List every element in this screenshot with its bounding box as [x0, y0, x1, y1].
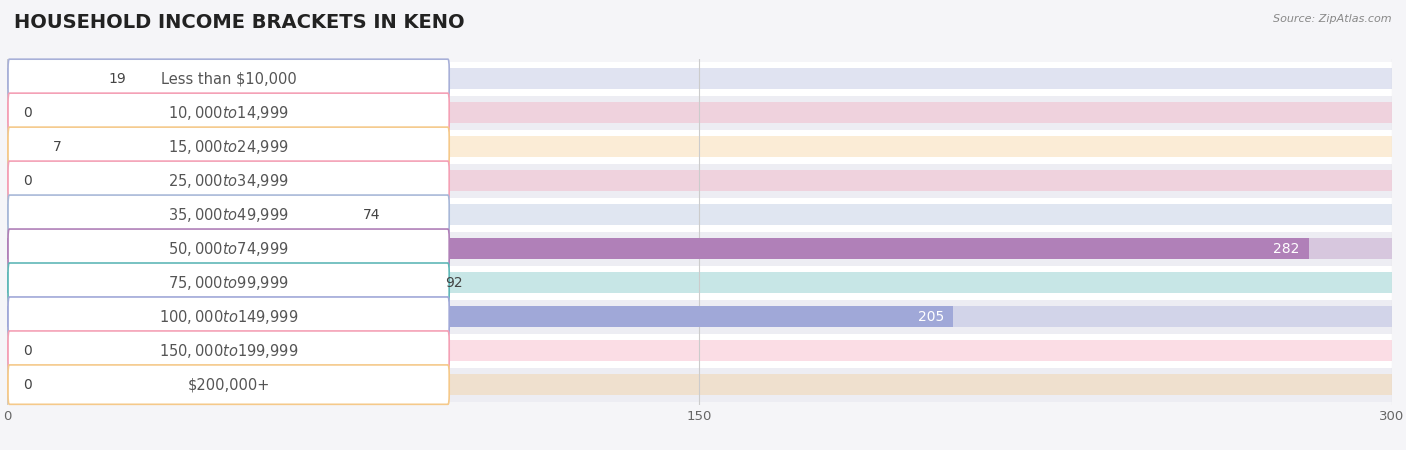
- Bar: [7, 136, 1392, 158]
- Text: 282: 282: [1274, 242, 1299, 256]
- FancyBboxPatch shape: [8, 93, 449, 133]
- Text: $50,000 to $74,999: $50,000 to $74,999: [169, 240, 290, 258]
- Text: 19: 19: [108, 72, 127, 86]
- FancyBboxPatch shape: [8, 365, 449, 404]
- Bar: [7, 136, 39, 158]
- Bar: [7, 340, 1392, 361]
- Bar: [7, 333, 1392, 368]
- Text: Source: ZipAtlas.com: Source: ZipAtlas.com: [1274, 14, 1392, 23]
- Bar: [7, 170, 10, 191]
- Bar: [7, 238, 1392, 259]
- Text: 0: 0: [22, 174, 32, 188]
- Bar: [7, 368, 1392, 401]
- Bar: [7, 306, 1392, 327]
- Bar: [7, 306, 953, 327]
- Bar: [7, 68, 94, 90]
- Bar: [7, 198, 1392, 232]
- Text: Less than $10,000: Less than $10,000: [160, 72, 297, 86]
- Text: $10,000 to $14,999: $10,000 to $14,999: [169, 104, 290, 122]
- Text: 0: 0: [22, 344, 32, 358]
- Bar: [7, 68, 1392, 90]
- Text: $150,000 to $199,999: $150,000 to $199,999: [159, 342, 298, 360]
- Text: 74: 74: [363, 208, 380, 222]
- Text: 7: 7: [53, 140, 62, 154]
- FancyBboxPatch shape: [8, 297, 449, 337]
- Bar: [7, 272, 1392, 293]
- FancyBboxPatch shape: [8, 195, 449, 234]
- Bar: [7, 204, 1392, 225]
- Text: 205: 205: [918, 310, 945, 324]
- Text: $200,000+: $200,000+: [187, 377, 270, 392]
- Bar: [7, 204, 349, 225]
- Text: 92: 92: [446, 276, 463, 290]
- Bar: [7, 170, 1392, 191]
- FancyBboxPatch shape: [8, 59, 449, 99]
- Bar: [7, 272, 432, 293]
- Text: HOUSEHOLD INCOME BRACKETS IN KENO: HOUSEHOLD INCOME BRACKETS IN KENO: [14, 14, 465, 32]
- Text: $35,000 to $49,999: $35,000 to $49,999: [169, 206, 290, 224]
- Text: 0: 0: [22, 106, 32, 120]
- Bar: [7, 238, 1309, 259]
- Text: $75,000 to $99,999: $75,000 to $99,999: [169, 274, 290, 292]
- Text: $100,000 to $149,999: $100,000 to $149,999: [159, 308, 298, 326]
- Bar: [7, 266, 1392, 300]
- Text: $25,000 to $34,999: $25,000 to $34,999: [169, 172, 290, 190]
- Bar: [7, 102, 1392, 123]
- FancyBboxPatch shape: [8, 127, 449, 166]
- FancyBboxPatch shape: [8, 331, 449, 370]
- Bar: [7, 130, 1392, 164]
- Bar: [7, 340, 10, 361]
- Text: 0: 0: [22, 378, 32, 392]
- Bar: [7, 96, 1392, 130]
- FancyBboxPatch shape: [8, 161, 449, 201]
- Text: $15,000 to $24,999: $15,000 to $24,999: [169, 138, 290, 156]
- FancyBboxPatch shape: [8, 229, 449, 269]
- Bar: [7, 102, 10, 123]
- Bar: [7, 374, 1392, 395]
- Bar: [7, 300, 1392, 333]
- Bar: [7, 374, 10, 395]
- Bar: [7, 232, 1392, 266]
- FancyBboxPatch shape: [8, 263, 449, 302]
- Bar: [7, 62, 1392, 96]
- Bar: [7, 164, 1392, 198]
